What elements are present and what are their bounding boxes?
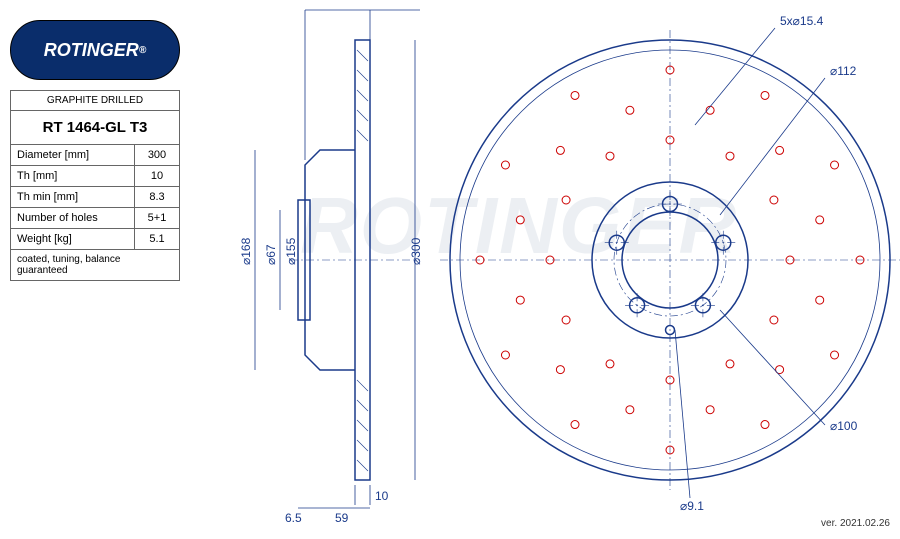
- dim-d300: ⌀300: [409, 237, 423, 265]
- drawing-svg: ⌀168 ⌀67 ⌀155 ⌀300 10 6.5 59 5x⌀15.4 ⌀11…: [190, 0, 900, 534]
- part-number: RT 1464-GL T3: [11, 111, 180, 145]
- version-label: ver. 2021.02.26: [821, 518, 890, 529]
- spec-table: GRAPHITE DRILLED RT 1464-GL T3 Diameter …: [10, 90, 180, 281]
- dim-d155: ⌀155: [284, 237, 298, 265]
- side-view: ⌀168 ⌀67 ⌀155 ⌀300 10 6.5 59: [239, 10, 423, 525]
- spec-value: 10: [135, 166, 180, 187]
- brand-logo: ROTINGER®: [10, 20, 180, 80]
- technical-drawing: ⌀168 ⌀67 ⌀155 ⌀300 10 6.5 59 5x⌀15.4 ⌀11…: [190, 0, 900, 534]
- spec-value: 5.1: [135, 229, 180, 250]
- dim-d100: ⌀100: [830, 419, 858, 433]
- spec-label: Diameter [mm]: [11, 145, 135, 166]
- dim-d9_1: ⌀9.1: [680, 499, 704, 513]
- subtitle: GRAPHITE DRILLED: [11, 91, 180, 111]
- spec-label: Th [mm]: [11, 166, 135, 187]
- dim-d67: ⌀67: [264, 244, 278, 265]
- spec-label: Weight [kg]: [11, 229, 135, 250]
- dim-bolt-pattern: 5x⌀15.4: [780, 14, 824, 28]
- logo-reg: ®: [139, 45, 146, 56]
- spec-value: 5+1: [135, 208, 180, 229]
- spec-label: Th min [mm]: [11, 187, 135, 208]
- spec-value: 8.3: [135, 187, 180, 208]
- dim-h6_5: 6.5: [285, 511, 302, 525]
- dim-t10: 10: [375, 489, 389, 503]
- spec-label: Number of holes: [11, 208, 135, 229]
- logo-text: ROTINGER: [44, 40, 139, 61]
- spec-footer: coated, tuning, balance guaranteed: [11, 250, 180, 281]
- spec-value: 300: [135, 145, 180, 166]
- dim-d168: ⌀168: [239, 237, 253, 265]
- dim-w59: 59: [335, 511, 349, 525]
- dim-pcd: ⌀112: [830, 64, 857, 78]
